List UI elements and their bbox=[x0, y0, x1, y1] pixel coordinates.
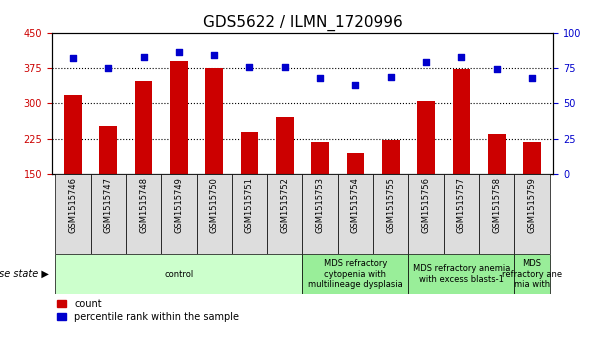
Bar bbox=[232, 174, 267, 254]
Bar bbox=[452, 69, 470, 174]
Bar bbox=[444, 174, 479, 254]
Text: GSM1515758: GSM1515758 bbox=[492, 177, 501, 233]
Bar bbox=[267, 174, 303, 254]
Point bbox=[280, 64, 289, 70]
Bar bbox=[479, 174, 514, 254]
Bar bbox=[523, 142, 541, 174]
Text: GSM1515756: GSM1515756 bbox=[421, 177, 430, 233]
Title: GDS5622 / ILMN_1720996: GDS5622 / ILMN_1720996 bbox=[202, 15, 402, 31]
Text: GSM1515750: GSM1515750 bbox=[210, 177, 219, 233]
Text: GSM1515757: GSM1515757 bbox=[457, 177, 466, 233]
Bar bbox=[338, 174, 373, 254]
Bar bbox=[409, 254, 514, 294]
Text: control: control bbox=[164, 270, 193, 278]
Bar bbox=[99, 126, 117, 174]
Bar bbox=[241, 132, 258, 174]
Bar bbox=[55, 254, 303, 294]
Bar bbox=[135, 81, 153, 174]
Point bbox=[316, 75, 325, 81]
Bar bbox=[91, 174, 126, 254]
Text: GSM1515751: GSM1515751 bbox=[245, 177, 254, 233]
Point bbox=[421, 60, 431, 65]
Point bbox=[139, 54, 148, 60]
Bar bbox=[347, 152, 364, 174]
Bar bbox=[126, 174, 161, 254]
Bar bbox=[409, 174, 444, 254]
Point bbox=[209, 52, 219, 58]
Point bbox=[174, 50, 184, 56]
Text: GSM1515747: GSM1515747 bbox=[104, 177, 112, 233]
Bar bbox=[303, 254, 409, 294]
Point bbox=[527, 75, 537, 81]
Point bbox=[68, 55, 78, 61]
Text: GSM1515749: GSM1515749 bbox=[174, 177, 184, 233]
Bar bbox=[64, 95, 81, 174]
Text: disease state ▶: disease state ▶ bbox=[0, 269, 49, 279]
Point bbox=[351, 82, 361, 88]
Bar bbox=[311, 142, 329, 174]
Bar bbox=[514, 254, 550, 294]
Bar bbox=[417, 101, 435, 174]
Point bbox=[386, 74, 396, 79]
Bar bbox=[488, 134, 506, 174]
Bar bbox=[276, 117, 294, 174]
Bar bbox=[55, 174, 91, 254]
Text: GSM1515752: GSM1515752 bbox=[280, 177, 289, 233]
Text: GSM1515748: GSM1515748 bbox=[139, 177, 148, 233]
Text: MDS refractory anemia
with excess blasts-1: MDS refractory anemia with excess blasts… bbox=[413, 264, 510, 284]
Legend: count, percentile rank within the sample: count, percentile rank within the sample bbox=[57, 299, 239, 322]
Bar bbox=[161, 174, 196, 254]
Bar bbox=[196, 174, 232, 254]
Text: GSM1515755: GSM1515755 bbox=[386, 177, 395, 233]
Bar bbox=[206, 68, 223, 174]
Point bbox=[457, 54, 466, 60]
Bar bbox=[382, 140, 399, 174]
Bar bbox=[373, 174, 409, 254]
Point bbox=[244, 64, 254, 70]
Bar bbox=[170, 61, 188, 174]
Text: GSM1515746: GSM1515746 bbox=[68, 177, 77, 233]
Bar bbox=[303, 174, 338, 254]
Text: GSM1515759: GSM1515759 bbox=[528, 177, 537, 233]
Point bbox=[103, 65, 113, 71]
Bar bbox=[514, 174, 550, 254]
Text: MDS
refractory ane
mia with: MDS refractory ane mia with bbox=[502, 259, 562, 289]
Text: MDS refractory
cytopenia with
multilineage dysplasia: MDS refractory cytopenia with multilinea… bbox=[308, 259, 403, 289]
Text: GSM1515754: GSM1515754 bbox=[351, 177, 360, 233]
Text: GSM1515753: GSM1515753 bbox=[316, 177, 325, 233]
Point bbox=[492, 66, 502, 72]
